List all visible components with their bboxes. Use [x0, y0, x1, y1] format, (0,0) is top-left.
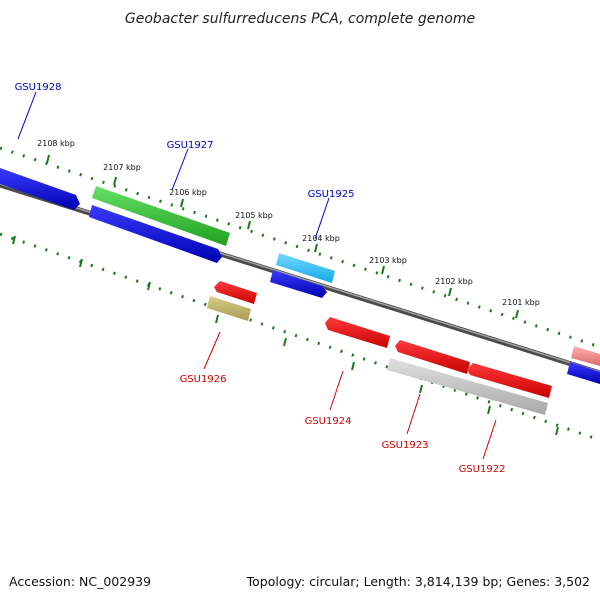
accession-text: Accession: NC_002939	[9, 574, 151, 589]
kbp-tick	[247, 220, 251, 230]
kbp-tick	[314, 243, 318, 253]
feature-gsu1925-cyan[interactable]	[276, 253, 335, 283]
genome-title: Geobacter sulfurreducens PCA, complete g…	[125, 11, 475, 27]
kbp-tick	[79, 258, 83, 268]
kbp-label: 2104 kbp	[302, 234, 340, 243]
kbp-label: 2105 kbp	[235, 211, 273, 220]
kbp-tick	[147, 281, 151, 291]
kbp-tick	[448, 287, 452, 297]
inner-ruler-dots	[0, 232, 600, 442]
kbp-label: 2107 kbp	[103, 163, 141, 172]
feature-gsu1923-grey[interactable]	[387, 358, 548, 415]
feature-gsu1927-green[interactable]	[92, 186, 230, 246]
kbp-label: 2106 kbp	[169, 188, 207, 197]
gene-label[interactable]: GSU1926	[180, 374, 227, 385]
leader-gsu1922	[482, 419, 497, 460]
kbp-tick	[515, 309, 519, 319]
outer-ruler-dots	[0, 146, 600, 349]
kbp-tick	[555, 426, 559, 436]
gene-label[interactable]: GSU1923	[382, 440, 429, 451]
kbp-tick	[351, 361, 355, 371]
leader-gsu1926	[203, 331, 221, 370]
leader-gsu1927	[171, 148, 189, 191]
gene-label[interactable]: GSU1927	[167, 140, 214, 151]
kbp-tick	[419, 384, 423, 394]
kbp-tick	[46, 154, 50, 164]
feature-gsu1927[interactable]	[89, 205, 222, 263]
leader-gsu1928	[17, 91, 37, 140]
leader-gsu1925	[314, 197, 330, 240]
feature-gsu1922[interactable]	[467, 363, 552, 398]
genome-backbone-highlight	[0, 183, 600, 373]
outer-ruler	[0, 146, 600, 349]
kbp-tick	[113, 176, 117, 186]
genome-summary-text: Topology: circular; Length: 3,814,139 bp…	[246, 574, 590, 589]
inner-ruler	[0, 232, 600, 442]
kbp-tick	[215, 314, 219, 324]
kbp-tick	[487, 405, 491, 415]
feature-edge-pink[interactable]	[571, 346, 600, 366]
feature-gsu1926-olive[interactable]	[207, 296, 251, 321]
feature-gsu1923[interactable]	[395, 340, 470, 374]
kbp-label: 2101 kbp	[502, 298, 540, 307]
gene-label[interactable]: GSU1924	[305, 416, 352, 427]
kbp-tick	[381, 265, 385, 275]
feature-edge-forward[interactable]	[567, 362, 600, 384]
leader-gsu1924	[329, 370, 344, 411]
kbp-tick	[283, 337, 287, 347]
kbp-label: 2102 kbp	[435, 277, 473, 286]
kbp-label: 2108 kbp	[37, 139, 75, 148]
gene-label[interactable]: GSU1925	[308, 189, 355, 200]
feature-gsu1925[interactable]	[270, 270, 327, 298]
leader-gsu1923	[406, 393, 421, 435]
kbp-tick	[180, 198, 184, 208]
feature-gsu1928[interactable]	[0, 168, 80, 210]
gene-label[interactable]: GSU1928	[15, 82, 62, 93]
feature-gsu1926[interactable]	[214, 281, 257, 304]
kbp-label: 2103 kbp	[369, 256, 407, 265]
feature-gsu1924[interactable]	[325, 317, 390, 348]
kbp-tick	[12, 235, 16, 245]
gene-label[interactable]: GSU1922	[459, 464, 506, 475]
